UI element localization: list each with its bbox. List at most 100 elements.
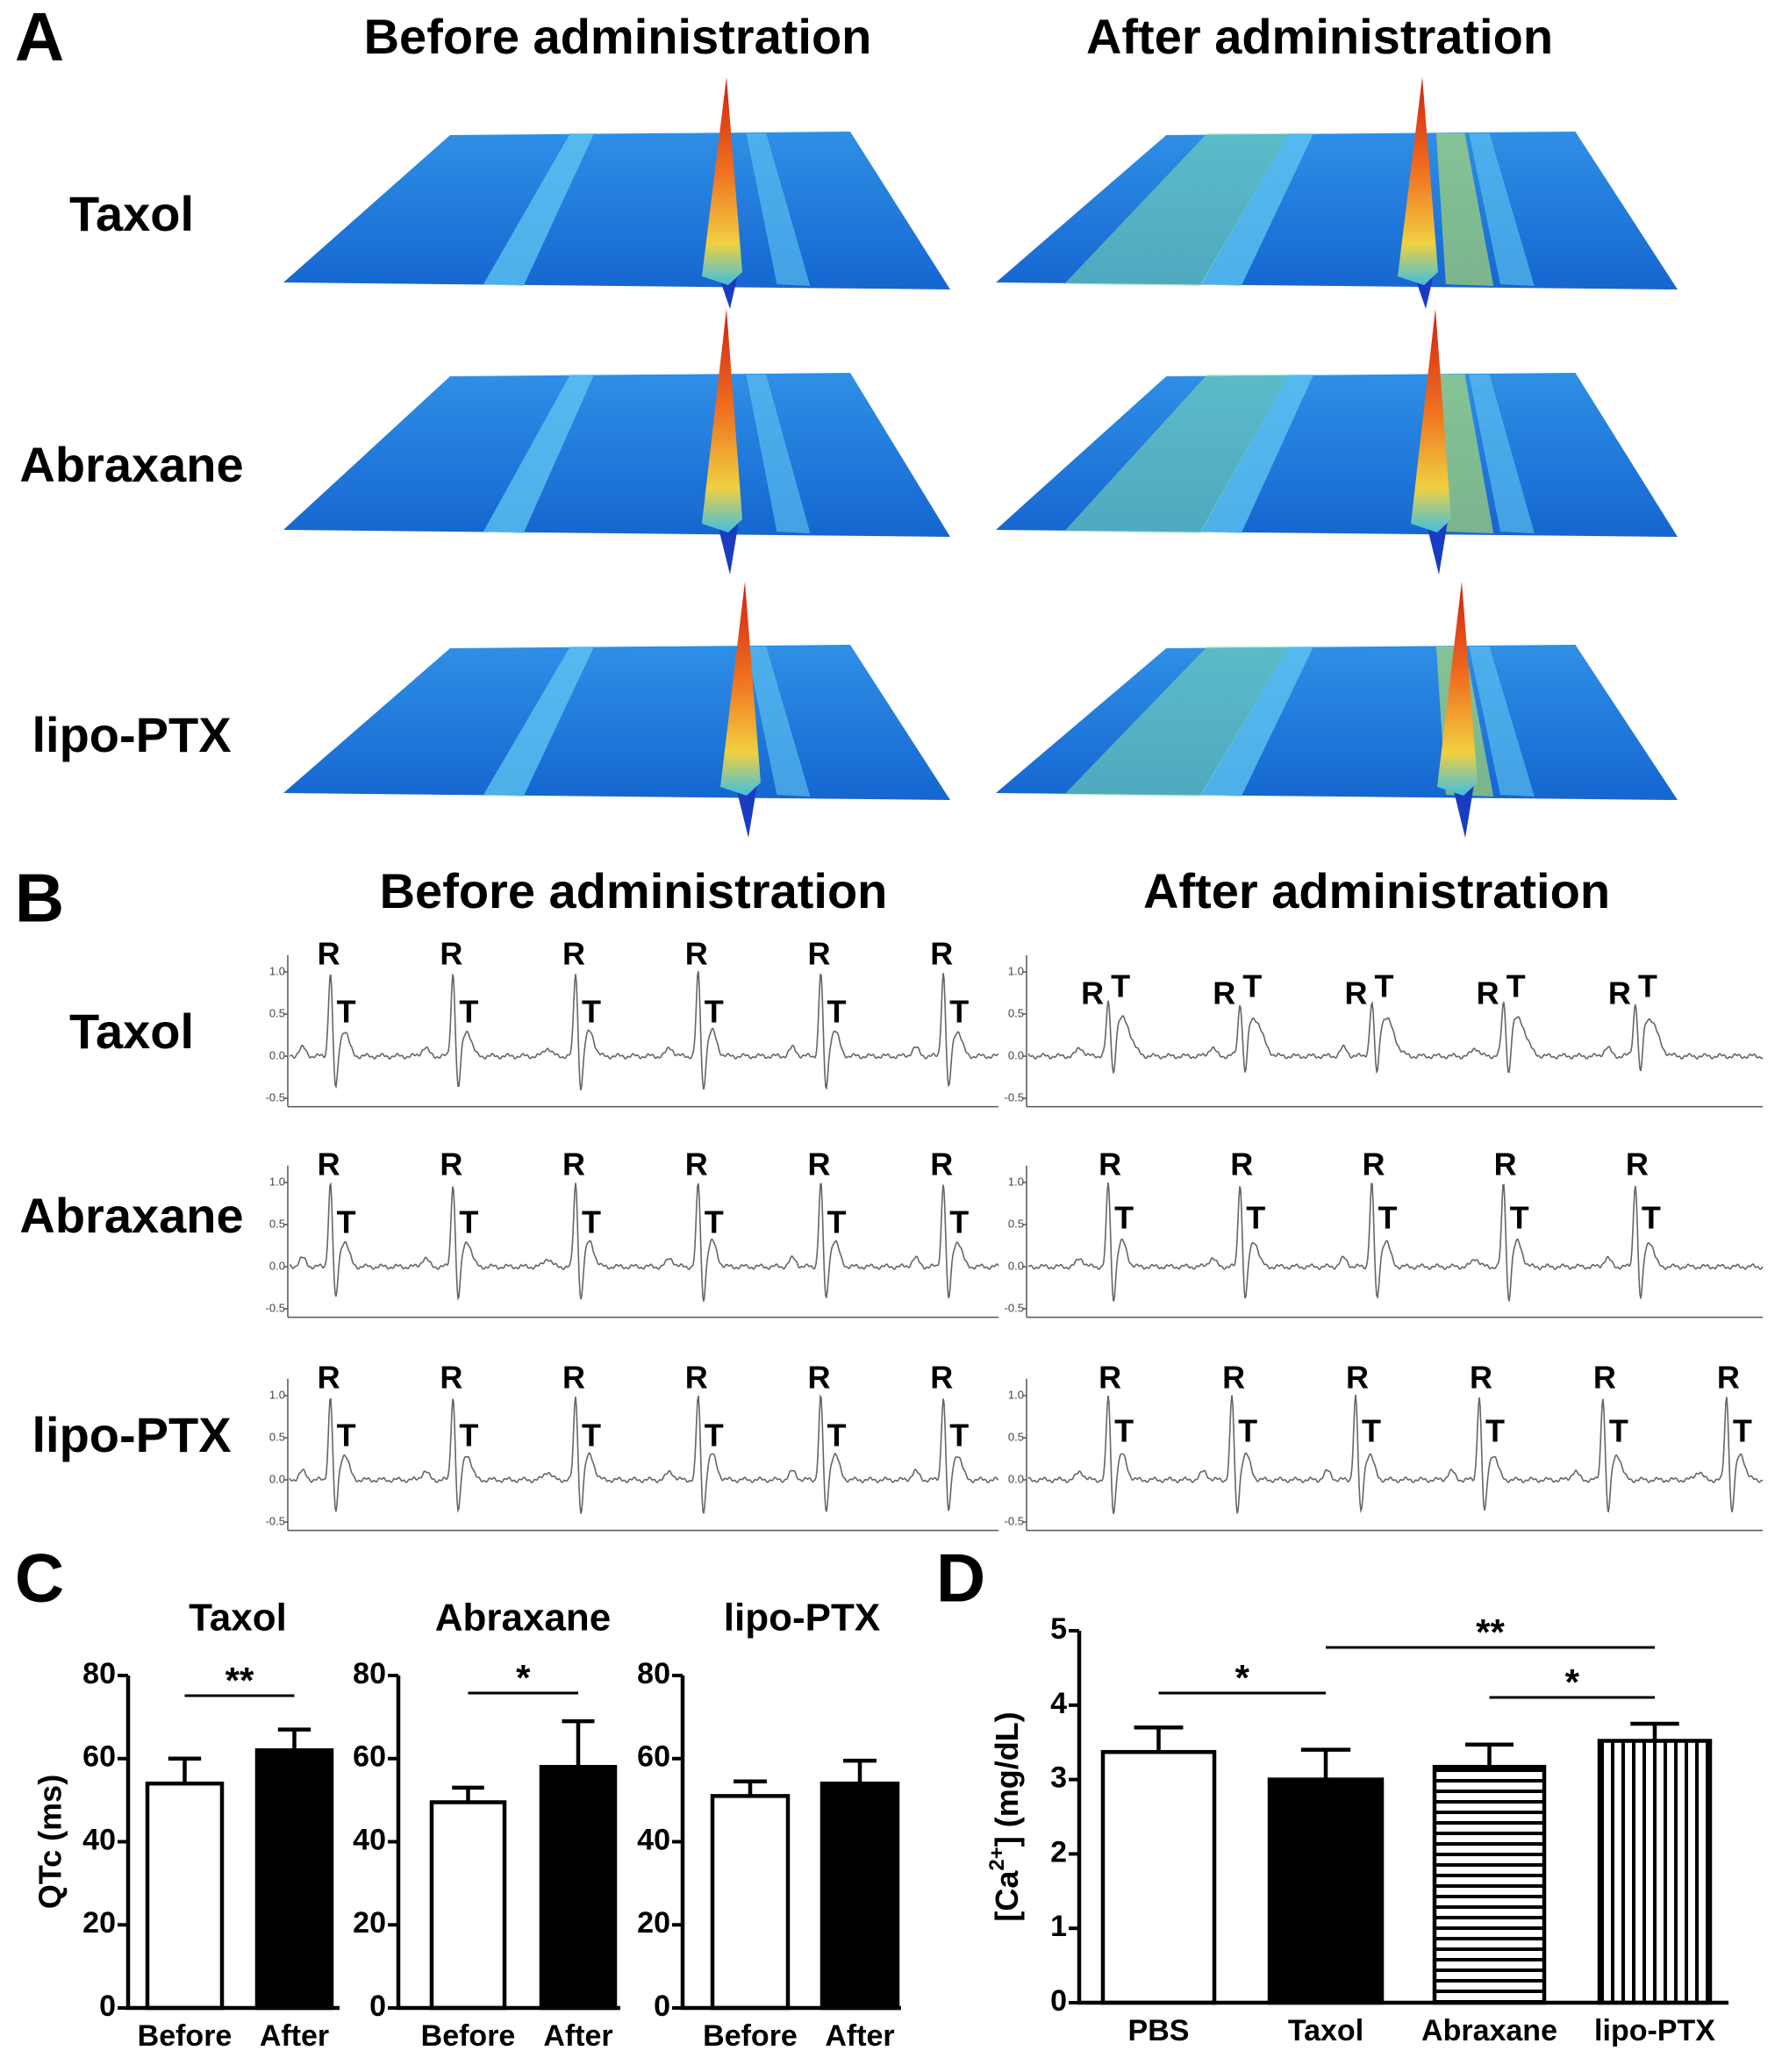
peak-label: T (1485, 1413, 1505, 1449)
spike (720, 582, 761, 796)
peak-label: R (685, 1360, 708, 1396)
y-tick-label: 1.0 (269, 964, 285, 977)
surface-band (1469, 133, 1535, 286)
peak-label: R (1494, 1147, 1517, 1182)
peak-label: T (705, 1204, 724, 1240)
y-axis-label-part: ] (mg/dL) (989, 1711, 1025, 1847)
y-tick-label: 0 (99, 1990, 116, 2023)
peak-label: T (1609, 1413, 1628, 1449)
x-tick-label: lipo-PTX (1594, 2014, 1715, 2047)
y-tick-label: 80 (82, 1657, 116, 1690)
surface-band (1200, 133, 1314, 286)
surface-band (483, 375, 595, 533)
peak-label: T (827, 1418, 847, 1454)
y-axis-label-part: [Ca (989, 1870, 1025, 1922)
spike (1437, 582, 1478, 796)
peak-label: T (827, 994, 847, 1030)
panel-label: A (15, 0, 64, 75)
y-tick-label: 20 (637, 1906, 670, 1940)
peak-label: T (1242, 968, 1262, 1004)
peak-label: T (705, 1418, 724, 1454)
peak-label: T (582, 1204, 601, 1240)
peak-label: T (337, 994, 356, 1030)
y-tick-label: 0 (1050, 1984, 1067, 2018)
surface-band (1063, 133, 1290, 286)
peak-label: T (949, 1418, 969, 1454)
column-title: After administration (1143, 863, 1610, 918)
peak-label: R (1626, 1147, 1649, 1182)
x-tick-label: PBS (1128, 2014, 1190, 2047)
peak-label: T (459, 994, 478, 1030)
bar (1267, 1777, 1385, 2005)
bar (710, 1794, 791, 2011)
bar (254, 1748, 334, 2011)
peak-label: T (337, 1418, 356, 1454)
surface-band (1200, 375, 1314, 533)
surface-band (1469, 375, 1535, 533)
y-tick-label: 3 (1050, 1761, 1067, 1795)
y-tick-label: -0.5 (1005, 1301, 1024, 1314)
surface-band (746, 647, 811, 797)
y-tick-label: 60 (82, 1740, 116, 1774)
significance-label: * (1235, 1657, 1250, 1698)
y-tick-label: -0.5 (266, 1090, 285, 1104)
spike (702, 77, 742, 285)
surface-plot (996, 582, 1678, 838)
ecg-trace (1027, 1394, 1764, 1514)
y-tick-label: 2 (1050, 1835, 1067, 1868)
row-label: Taxol (69, 1004, 194, 1059)
column-title: Before administration (364, 9, 872, 64)
peak-label: T (1114, 1200, 1134, 1236)
bar (429, 1800, 507, 2011)
y-tick-label: 0.0 (269, 1472, 285, 1485)
y-tick-label: 1 (1050, 1910, 1067, 1943)
peak-label: R (1222, 1360, 1245, 1396)
column-title: Before administration (380, 863, 888, 918)
surface-band (1435, 375, 1494, 533)
y-tick-label: 0.0 (1008, 1259, 1024, 1272)
chart-title: lipo-PTX (724, 1597, 880, 1640)
surface-plot (996, 77, 1678, 309)
spike (702, 309, 742, 532)
y-tick-label: 0.5 (1008, 1217, 1024, 1230)
peak-label: R (685, 1147, 708, 1182)
y-tick-label: 60 (353, 1740, 386, 1774)
peak-label: R (562, 1360, 585, 1396)
significance-label: ** (225, 1660, 254, 1701)
surface (283, 645, 950, 800)
peak-label: R (930, 1147, 953, 1182)
bar (1100, 1749, 1217, 2005)
peak-label: R (318, 1360, 340, 1396)
peak-label: R (1344, 975, 1367, 1011)
y-tick-label: 4 (1050, 1687, 1067, 1720)
peak-label: R (1230, 1147, 1253, 1182)
surface-band (746, 133, 811, 286)
peak-label: T (459, 1204, 478, 1240)
y-tick-label: 80 (637, 1657, 670, 1690)
x-tick-label: Before (421, 2019, 516, 2053)
peak-label: R (1593, 1360, 1616, 1396)
y-tick-label: -0.5 (1005, 1090, 1024, 1104)
peak-label: R (1477, 975, 1499, 1011)
peak-label: R (440, 936, 462, 972)
ecg-trace (290, 1182, 999, 1302)
peak-label: R (1717, 1360, 1740, 1396)
y-tick-label: -0.5 (266, 1301, 285, 1314)
peak-label: R (1081, 975, 1104, 1011)
y-tick-label: 0.0 (1008, 1048, 1024, 1061)
y-tick-label: 0.0 (1008, 1472, 1024, 1485)
surface-band (1063, 375, 1290, 533)
x-tick-label: Taxol (1288, 2014, 1363, 2047)
spike (1398, 77, 1438, 285)
surface-plot (283, 77, 950, 309)
peak-label: T (1374, 968, 1393, 1004)
y-tick-label: 1.0 (1008, 1175, 1024, 1188)
row-label: Abraxane (19, 437, 243, 492)
bar (539, 1764, 618, 2011)
x-tick-label: After (260, 2019, 329, 2053)
peak-label: T (1506, 968, 1526, 1004)
y-tick-label: -0.5 (1005, 1514, 1024, 1527)
surface-band (1469, 647, 1535, 797)
ecg-trace (1027, 1182, 1764, 1302)
surface-plot (283, 309, 950, 575)
